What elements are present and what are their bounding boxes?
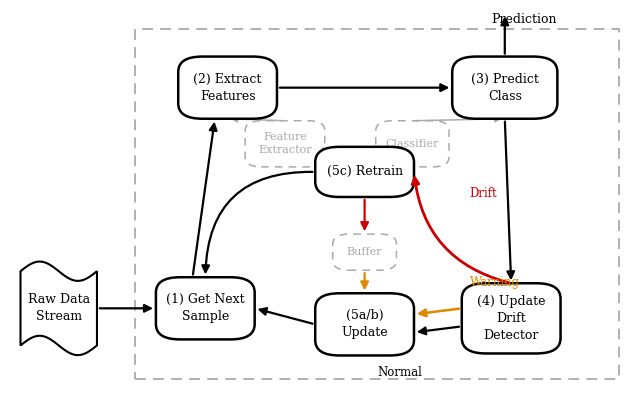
FancyBboxPatch shape [462, 283, 561, 354]
Text: (2) Extract
Features: (2) Extract Features [193, 73, 262, 103]
Text: (1) Get Next
Sample: (1) Get Next Sample [166, 293, 244, 323]
Text: Buffer: Buffer [347, 247, 382, 257]
FancyBboxPatch shape [245, 121, 324, 167]
FancyBboxPatch shape [316, 147, 414, 197]
Polygon shape [20, 261, 97, 355]
Text: Classifier: Classifier [386, 139, 439, 149]
Text: (5a/b)
Update: (5a/b) Update [341, 309, 388, 339]
Text: Feature
Extractor: Feature Extractor [258, 132, 312, 156]
Text: Raw Data
Stream: Raw Data Stream [28, 293, 90, 323]
FancyBboxPatch shape [316, 293, 414, 356]
FancyBboxPatch shape [156, 277, 255, 339]
Text: Normal: Normal [377, 366, 422, 379]
Text: (5c) Retrain: (5c) Retrain [326, 165, 403, 179]
Text: (4) Update
Drift
Detector: (4) Update Drift Detector [477, 295, 545, 342]
Text: (3) Predict
Class: (3) Predict Class [471, 73, 539, 103]
FancyBboxPatch shape [376, 121, 449, 167]
Text: Prediction: Prediction [491, 13, 557, 26]
Text: Drift: Drift [470, 187, 497, 200]
FancyBboxPatch shape [452, 57, 557, 119]
FancyBboxPatch shape [178, 57, 277, 119]
Text: Warning: Warning [470, 276, 520, 289]
FancyBboxPatch shape [333, 234, 396, 270]
